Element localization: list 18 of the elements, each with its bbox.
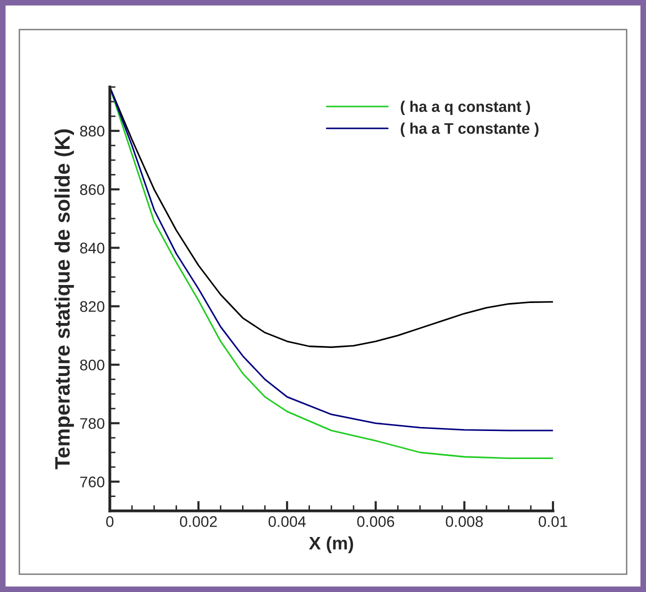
y-tick-label: 780	[80, 418, 104, 429]
y-tick-label: 820	[80, 301, 104, 312]
y-tick-label: 760	[80, 476, 104, 488]
legend-label: ( ha a T constante )	[400, 122, 538, 137]
x-tick-label: 0.004	[268, 516, 306, 527]
x-tick-label: 0.008	[446, 516, 483, 527]
line-series	[110, 87, 553, 348]
y-tick-label: 880	[80, 126, 104, 137]
x-tick-label: 0.006	[357, 516, 394, 527]
y-tick-label: 840	[80, 242, 104, 254]
x-axis-title: X (m)	[308, 536, 354, 554]
x-tick-label: 0.002	[180, 516, 217, 527]
y-tick-label: 860	[80, 184, 104, 196]
y-axis-title: Temperature statique de solide (K)	[54, 129, 74, 470]
x-tick-label: 0	[106, 516, 114, 527]
legend-label: ( ha a q constant )	[400, 100, 530, 116]
x-tick-label: 0.01	[538, 516, 568, 527]
y-tick-label: 800	[80, 360, 104, 370]
